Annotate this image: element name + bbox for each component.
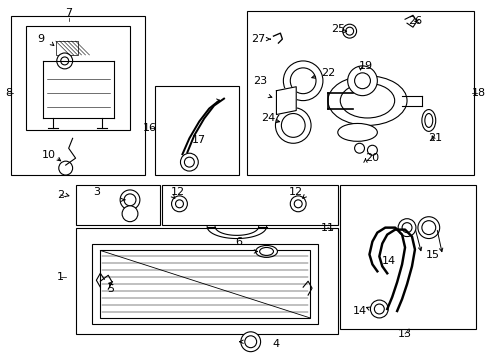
Text: 5: 5 <box>106 284 114 294</box>
Circle shape <box>122 206 138 222</box>
Circle shape <box>290 196 305 212</box>
Text: 26: 26 <box>407 16 421 26</box>
Circle shape <box>345 27 353 35</box>
Ellipse shape <box>327 76 406 125</box>
Text: 14: 14 <box>382 256 395 266</box>
Text: 16: 16 <box>142 123 157 134</box>
Ellipse shape <box>424 113 432 127</box>
Text: 23: 23 <box>253 76 267 86</box>
Ellipse shape <box>340 83 394 118</box>
Text: 2: 2 <box>57 190 64 200</box>
Circle shape <box>374 304 384 314</box>
Text: 7: 7 <box>65 8 72 18</box>
Circle shape <box>180 153 198 171</box>
Bar <box>246 11 473 175</box>
Circle shape <box>366 145 377 155</box>
Bar <box>11 16 144 175</box>
Circle shape <box>354 143 364 153</box>
Circle shape <box>290 68 315 94</box>
Circle shape <box>124 194 136 206</box>
Text: 8: 8 <box>5 88 12 98</box>
Bar <box>154 86 238 175</box>
Circle shape <box>294 200 302 208</box>
Text: 13: 13 <box>397 329 411 339</box>
Circle shape <box>279 92 287 100</box>
Circle shape <box>120 190 140 210</box>
Circle shape <box>240 332 260 352</box>
Text: 24: 24 <box>261 113 275 123</box>
Circle shape <box>401 223 411 233</box>
Text: 1: 1 <box>57 272 64 282</box>
Circle shape <box>417 217 439 239</box>
Bar <box>162 185 337 225</box>
Circle shape <box>354 73 370 89</box>
Polygon shape <box>276 87 296 114</box>
Ellipse shape <box>259 247 273 255</box>
Ellipse shape <box>255 246 277 257</box>
Text: 3: 3 <box>93 187 100 197</box>
Circle shape <box>279 102 287 109</box>
Text: 11: 11 <box>320 222 334 233</box>
Circle shape <box>171 196 187 212</box>
Circle shape <box>61 57 68 65</box>
Bar <box>100 251 309 318</box>
Circle shape <box>57 53 73 69</box>
Circle shape <box>281 113 305 137</box>
Circle shape <box>397 219 415 237</box>
Text: 17: 17 <box>192 135 206 145</box>
Circle shape <box>283 61 322 100</box>
Ellipse shape <box>337 123 377 141</box>
Text: 12: 12 <box>288 187 303 197</box>
Circle shape <box>275 108 310 143</box>
Text: 21: 21 <box>427 133 441 143</box>
Circle shape <box>244 336 256 348</box>
Bar <box>76 185 160 225</box>
Circle shape <box>347 66 377 96</box>
Circle shape <box>370 300 387 318</box>
Bar <box>339 185 475 329</box>
Text: 25: 25 <box>330 24 344 34</box>
Text: 15: 15 <box>425 251 439 260</box>
Bar <box>92 244 317 324</box>
Text: 10: 10 <box>42 150 56 160</box>
Text: 27: 27 <box>251 34 265 44</box>
Text: 12: 12 <box>170 187 184 197</box>
Text: 19: 19 <box>358 61 372 71</box>
Circle shape <box>342 24 356 38</box>
Ellipse shape <box>421 109 435 131</box>
Text: 22: 22 <box>320 68 334 78</box>
Circle shape <box>421 221 435 235</box>
Text: 14: 14 <box>352 306 366 316</box>
Text: 20: 20 <box>365 153 379 163</box>
Circle shape <box>184 157 194 167</box>
Text: 18: 18 <box>471 88 486 98</box>
Bar <box>76 228 337 334</box>
Bar <box>26 26 130 130</box>
Circle shape <box>59 161 73 175</box>
Circle shape <box>175 200 183 208</box>
Text: 9: 9 <box>37 34 44 44</box>
Bar <box>56 41 78 55</box>
Text: 4: 4 <box>272 339 280 349</box>
Text: 6: 6 <box>235 237 242 247</box>
